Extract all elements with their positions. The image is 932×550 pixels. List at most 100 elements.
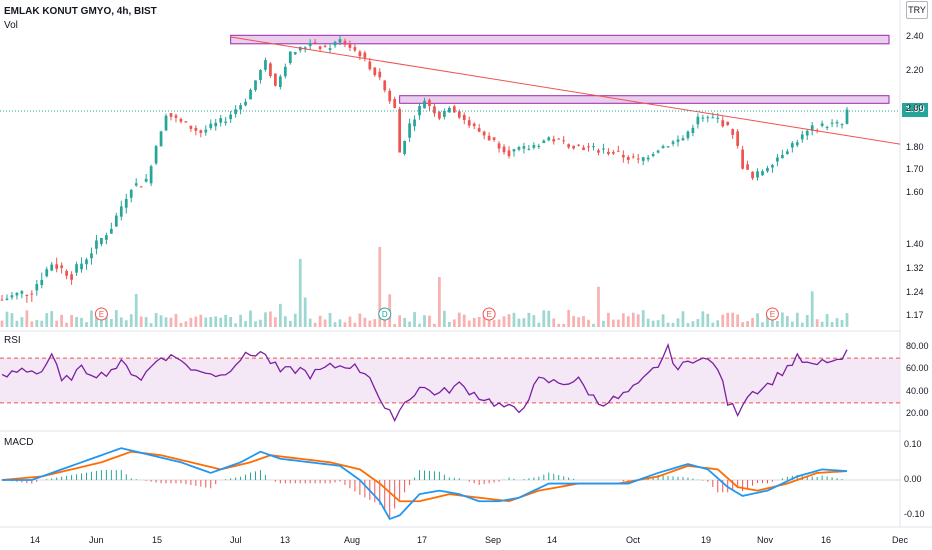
- volume-bar: [75, 317, 78, 327]
- candle-body: [522, 146, 526, 149]
- candle-body: [830, 122, 834, 124]
- rsi-pane: [0, 342, 900, 423]
- candle-body: [318, 46, 322, 49]
- volume-bar: [532, 315, 536, 327]
- candle-body: [626, 157, 630, 160]
- candle-body: [602, 148, 605, 150]
- volume-bar: [139, 316, 143, 327]
- macd-line: [2, 447, 848, 521]
- volume-bar: [90, 310, 93, 327]
- candle-body: [288, 51, 292, 64]
- volume-bar: [154, 312, 158, 327]
- volume-bar: [492, 320, 496, 327]
- volume-bar: [557, 323, 561, 327]
- candle-body: [413, 119, 416, 127]
- volume-bar: [283, 316, 287, 327]
- volume-bar: [224, 314, 228, 327]
- volume-bar: [179, 322, 183, 327]
- volume-bar: [40, 320, 44, 327]
- candle-body: [592, 146, 595, 148]
- volume-bar: [199, 314, 203, 327]
- volume-bar: [766, 315, 769, 327]
- event-marker-circle: [482, 307, 496, 321]
- candle-body: [651, 154, 655, 156]
- volume-bar: [547, 310, 551, 327]
- rsi-band: [0, 358, 900, 403]
- candle-body: [636, 158, 640, 160]
- candle-body: [109, 228, 113, 234]
- volume-bar: [785, 315, 789, 327]
- volume-bar: [736, 314, 740, 327]
- volume-bar: [666, 322, 670, 327]
- price-tick-label: 2.20: [906, 65, 924, 75]
- macd-tick-label: 0.00: [904, 474, 922, 484]
- candle-body: [423, 100, 426, 109]
- candle-body: [124, 199, 128, 208]
- volume-bar: [810, 291, 814, 327]
- time-tick-label: Sep: [485, 535, 502, 545]
- candle-body: [189, 125, 193, 129]
- volume-bar: [5, 311, 9, 327]
- volume-bar: [582, 316, 585, 327]
- macd-label: MACD: [4, 437, 34, 448]
- volume-bar: [393, 323, 397, 327]
- candle-body: [224, 121, 228, 123]
- volume-bar: [587, 319, 590, 327]
- time-tick-label: Jun: [89, 535, 104, 545]
- candle-body: [45, 269, 49, 277]
- volume-bar: [612, 319, 615, 327]
- candle-body: [482, 131, 486, 136]
- volume-bar: [50, 311, 54, 327]
- volume-bar: [45, 313, 49, 327]
- candle-body: [358, 51, 362, 57]
- candle-body: [368, 61, 372, 70]
- volume-bar: [60, 314, 64, 327]
- volume-bar: [353, 322, 357, 327]
- price-tick-label: 1.70: [906, 164, 924, 174]
- volume-bar: [149, 323, 153, 327]
- volume-bar: [105, 313, 108, 327]
- candle-body: [164, 115, 168, 131]
- volume-bar: [10, 313, 14, 327]
- candle-body: [119, 206, 123, 217]
- volume-bar: [716, 320, 720, 327]
- volume-bar: [144, 317, 148, 327]
- volume-bars: [0, 247, 849, 327]
- candle-body: [90, 253, 93, 259]
- volume-bar: [308, 318, 312, 327]
- event-marker-label: E: [770, 310, 775, 319]
- candle-body: [214, 122, 218, 127]
- time-tick-label: Jul: [230, 535, 242, 545]
- trendline[interactable]: [230, 36, 901, 145]
- candle-body: [472, 123, 476, 127]
- candle-body: [129, 189, 133, 198]
- volume-bar: [383, 319, 387, 327]
- price-tick-label: 1.24: [906, 287, 924, 297]
- candle-body: [308, 43, 312, 46]
- candle-body: [134, 183, 138, 186]
- volume-bar: [731, 312, 735, 327]
- volume-bar: [641, 310, 645, 327]
- candle-body: [209, 123, 213, 129]
- volume-bar: [681, 311, 685, 327]
- volume-bar: [0, 320, 4, 327]
- volume-bar: [746, 321, 749, 327]
- candle-body: [333, 41, 337, 46]
- candle-body: [820, 123, 824, 126]
- candle-body: [716, 117, 720, 119]
- candle-body: [467, 120, 471, 126]
- volume-bar: [845, 313, 849, 327]
- volume-bar: [318, 315, 322, 327]
- price-candles: [0, 35, 849, 303]
- volume-bar: [15, 320, 19, 327]
- currency-badge[interactable]: TRY: [906, 1, 928, 19]
- macd-tick-label: 0.10: [904, 439, 922, 449]
- volume-bar: [234, 323, 237, 327]
- candle-body: [646, 157, 650, 160]
- volume-bar: [751, 317, 754, 327]
- candle-body: [731, 129, 735, 135]
- volume-bar: [840, 319, 844, 327]
- volume-bar: [820, 321, 824, 327]
- volume-bar: [413, 312, 416, 327]
